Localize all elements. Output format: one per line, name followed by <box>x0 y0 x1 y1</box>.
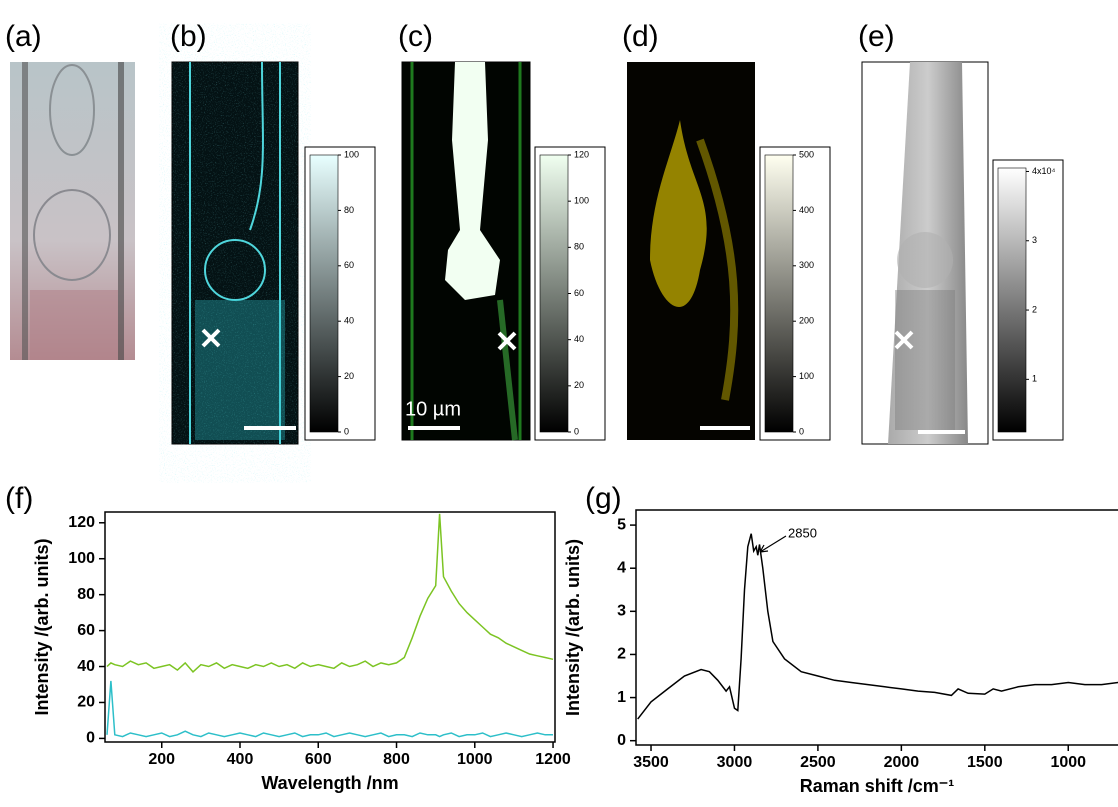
x-tick-label: 2500 <box>800 754 836 771</box>
x-tick-label: 400 <box>227 751 254 768</box>
colorbar <box>539 154 569 433</box>
colorbar-tick-label: 200 <box>799 316 814 326</box>
line <box>106 680 553 738</box>
colorbar-tick-label: 0 <box>574 426 579 436</box>
colorbar-tick-label: 80 <box>574 242 584 252</box>
y-tick-label: 0 <box>86 730 95 747</box>
image-c: 10 µm <box>401 61 531 441</box>
colorbar-tick-label: 100 <box>574 196 589 206</box>
y-axis-label: Intensity /(arb. units) <box>32 538 52 715</box>
x-tick-label: 800 <box>383 751 410 768</box>
panel-label: (f) <box>5 482 33 515</box>
colorbar-tick-label: 40 <box>344 316 354 326</box>
colorbar-tick-label: 80 <box>344 205 354 215</box>
x-tick-label: 1500 <box>967 754 1003 771</box>
x-tick-label: 1000 <box>1050 754 1086 771</box>
panel-label: (e) <box>858 20 895 53</box>
y-tick-label: 20 <box>77 694 95 711</box>
colorbar-tick-label: 500 <box>799 149 814 159</box>
panel-label: (b) <box>170 20 207 53</box>
colorbar-tick-label: 60 <box>344 260 354 270</box>
y-tick-label: 60 <box>77 622 95 639</box>
y-tick-label: 5 <box>617 516 626 533</box>
colorbar <box>997 167 1027 433</box>
x-tick-label: 600 <box>305 751 332 768</box>
colorbar <box>309 154 339 433</box>
x-tick-label: 3500 <box>633 754 669 771</box>
y-tick-label: 3 <box>617 603 626 620</box>
plot-frame <box>635 509 1118 746</box>
colorbar-tick-label: 0 <box>799 426 804 436</box>
x-tick-label: 1200 <box>535 751 571 768</box>
line <box>106 513 554 673</box>
y-tick-label: 1 <box>617 689 626 706</box>
y-tick-label: 100 <box>68 550 95 567</box>
colorbar-tick-label: 4x10⁴ <box>1032 166 1056 176</box>
annotation: 2850 <box>788 525 817 540</box>
colorbar-tick-label: 1 <box>1032 374 1037 384</box>
colorbar-tick-label: 20 <box>574 380 584 390</box>
colorbar-tick-label: 40 <box>574 334 584 344</box>
line <box>637 533 1118 720</box>
y-tick-label: 4 <box>617 559 626 576</box>
panel-label: (d) <box>622 20 659 53</box>
image-a <box>10 62 135 360</box>
colorbar-tick-label: 2 <box>1032 304 1037 314</box>
x-tick-label: 1000 <box>457 751 493 768</box>
plot-frame <box>104 511 556 743</box>
x-tick-label: 2000 <box>884 754 920 771</box>
image-d <box>627 62 755 440</box>
panel-label: (c) <box>398 20 433 53</box>
colorbar-tick-label: 400 <box>799 205 814 215</box>
y-tick-label: 80 <box>77 586 95 603</box>
panel-label: (g) <box>585 482 622 515</box>
colorbar-tick-label: 0 <box>344 426 349 436</box>
y-tick-label: 40 <box>77 658 95 675</box>
y-tick-label: 120 <box>68 514 95 531</box>
colorbar-tick-label: 120 <box>574 149 589 159</box>
y-tick-label: 0 <box>617 732 626 749</box>
colorbar-tick-label: 20 <box>344 371 354 381</box>
colorbar-tick-label: 300 <box>799 260 814 270</box>
y-tick-label: 2 <box>617 646 626 663</box>
y-axis-label: Intensity /(arb. units) <box>563 539 583 716</box>
x-axis-label: Raman shift /cm⁻¹ <box>800 776 955 796</box>
colorbar <box>764 154 794 433</box>
scale-bar-label: 10 µm <box>405 398 461 420</box>
x-axis-label: Wavelength /nm <box>261 773 398 793</box>
colorbar-tick-label: 100 <box>799 371 814 381</box>
panel-label: (a) <box>5 20 42 53</box>
image-b <box>171 61 299 445</box>
colorbar-tick-label: 100 <box>344 149 359 159</box>
colorbar-tick-label: 3 <box>1032 235 1037 245</box>
colorbar-tick-label: 60 <box>574 288 584 298</box>
x-tick-label: 3000 <box>717 754 753 771</box>
annotation-arrow <box>759 535 787 553</box>
image-e <box>861 61 989 445</box>
x-tick-label: 200 <box>148 751 175 768</box>
